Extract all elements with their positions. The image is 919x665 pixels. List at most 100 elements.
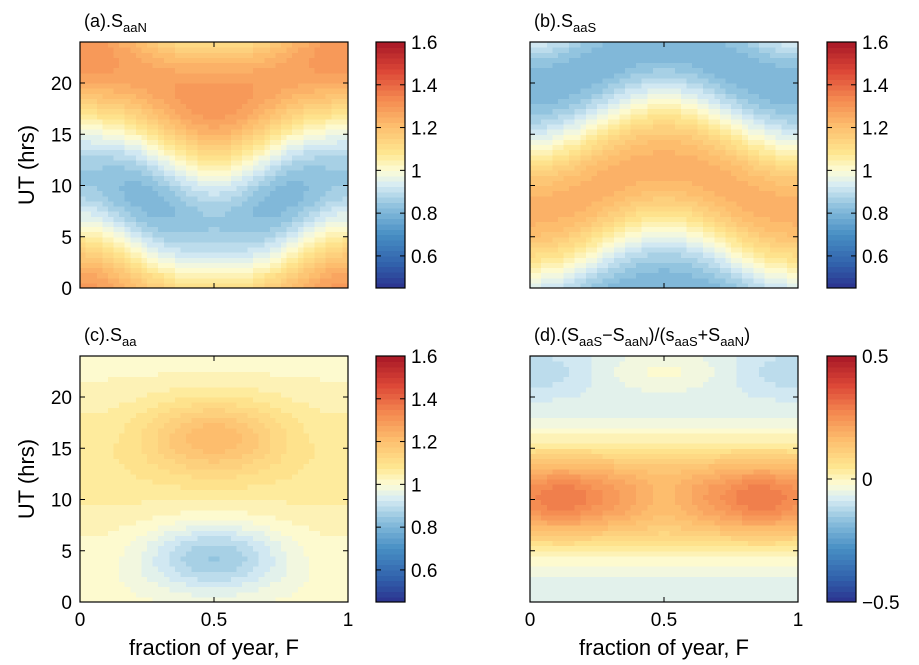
heatmap-cell bbox=[569, 252, 576, 258]
heatmap-cell bbox=[753, 118, 760, 125]
heatmap-cell bbox=[80, 180, 87, 187]
heatmap-cell bbox=[331, 67, 338, 74]
heatmap-cell bbox=[652, 149, 660, 156]
heatmap-cell bbox=[225, 129, 232, 135]
heatmap-cell bbox=[574, 247, 581, 253]
heatmap-cell bbox=[652, 282, 660, 289]
heatmap-cell bbox=[113, 108, 120, 115]
colorbar-swatch bbox=[376, 116, 405, 123]
heatmap-cell bbox=[186, 272, 193, 279]
heatmap-cell bbox=[124, 88, 131, 94]
heatmap-cell bbox=[714, 118, 721, 125]
heatmap-cell bbox=[214, 221, 221, 228]
colorbar-swatch bbox=[376, 207, 405, 214]
heatmap-cell bbox=[708, 42, 715, 48]
heatmap-cell bbox=[186, 241, 193, 248]
heatmap-cell bbox=[597, 98, 604, 105]
heatmap-cell bbox=[580, 83, 587, 89]
heatmap-cell bbox=[636, 139, 643, 146]
heatmap-cell bbox=[753, 108, 760, 115]
heatmap-cell bbox=[336, 252, 344, 258]
heatmap-cell bbox=[647, 206, 654, 212]
heatmap-cell bbox=[680, 262, 687, 269]
heatmap-cell bbox=[163, 282, 170, 289]
heatmap-cell bbox=[158, 124, 165, 130]
heatmap-cell bbox=[96, 525, 103, 531]
heatmap-cell bbox=[680, 159, 687, 166]
heatmap-cell bbox=[119, 144, 126, 151]
heatmap-cell bbox=[541, 221, 548, 228]
heatmap-cell bbox=[113, 241, 120, 248]
heatmap-cell bbox=[736, 42, 743, 48]
heatmap-cell bbox=[742, 236, 749, 243]
heatmap-cell bbox=[747, 159, 754, 166]
heatmap-cell bbox=[264, 62, 271, 69]
heatmap-cell bbox=[269, 139, 277, 146]
heatmap-cell bbox=[264, 159, 271, 166]
heatmap-cell bbox=[191, 175, 198, 181]
heatmap-cell bbox=[119, 272, 126, 279]
heatmap-cell bbox=[552, 190, 559, 197]
heatmap-cell bbox=[269, 185, 277, 192]
heatmap-cell bbox=[163, 113, 170, 120]
heatmap-cell bbox=[597, 170, 604, 176]
heatmap-cell bbox=[180, 42, 187, 48]
heatmap-cell bbox=[80, 596, 87, 603]
heatmap-cell bbox=[781, 103, 788, 110]
heatmap-cell bbox=[764, 62, 771, 69]
heatmap-cell bbox=[736, 180, 743, 187]
heatmap-cell bbox=[658, 118, 665, 125]
heatmap-cell bbox=[736, 282, 743, 289]
heatmap-cell bbox=[591, 236, 598, 243]
heatmap-cell bbox=[130, 83, 137, 89]
heatmap-cell bbox=[135, 236, 143, 243]
heatmap-cell bbox=[314, 47, 321, 53]
heatmap-cell bbox=[96, 561, 103, 567]
heatmap-cell bbox=[135, 149, 143, 156]
heatmap-cell bbox=[269, 57, 277, 64]
heatmap-cell bbox=[292, 98, 299, 105]
heatmap-cell bbox=[230, 57, 237, 64]
heatmap-cell bbox=[574, 241, 581, 248]
heatmap-cell bbox=[236, 267, 243, 274]
heatmap-cell bbox=[297, 72, 304, 79]
heatmap-cell bbox=[630, 200, 637, 207]
heatmap-cell bbox=[775, 98, 782, 105]
heatmap-cell bbox=[563, 72, 570, 79]
heatmap-cell bbox=[303, 103, 310, 110]
heatmap-cell bbox=[652, 226, 660, 233]
heatmap-cell bbox=[597, 103, 604, 110]
heatmap-cell bbox=[652, 277, 660, 284]
heatmap-cell bbox=[130, 231, 137, 238]
heatmap-cell bbox=[85, 479, 92, 485]
heatmap-cell bbox=[147, 108, 154, 115]
heatmap-cell bbox=[669, 226, 676, 233]
heatmap-cell bbox=[764, 282, 771, 289]
heatmap-cell bbox=[292, 103, 299, 110]
heatmap-cell bbox=[691, 62, 699, 69]
heatmap-cell bbox=[303, 118, 310, 125]
heatmap-cell bbox=[85, 402, 92, 408]
heatmap-cell bbox=[225, 62, 232, 69]
heatmap-cell bbox=[124, 252, 131, 258]
heatmap-cell bbox=[775, 216, 782, 222]
heatmap-cell bbox=[303, 83, 310, 89]
heatmap-cell bbox=[292, 206, 299, 212]
heatmap-cell bbox=[714, 72, 721, 79]
heatmap-cell bbox=[163, 139, 170, 146]
heatmap-cell bbox=[247, 149, 254, 156]
heatmap-cell bbox=[714, 231, 721, 238]
colorbar-swatch bbox=[376, 143, 405, 150]
heatmap-cell bbox=[152, 124, 159, 130]
heatmap-cell bbox=[130, 282, 137, 289]
heatmap-cell bbox=[241, 277, 249, 284]
heatmap-cell bbox=[781, 72, 788, 79]
heatmap-cell bbox=[275, 262, 282, 269]
heatmap-cell bbox=[608, 170, 615, 176]
heatmap-cell bbox=[775, 72, 782, 79]
heatmap-cell bbox=[169, 52, 176, 58]
heatmap-cell bbox=[591, 62, 598, 69]
heatmap-cell bbox=[331, 247, 338, 253]
heatmap-cell bbox=[308, 154, 316, 161]
heatmap-cell bbox=[714, 185, 721, 192]
